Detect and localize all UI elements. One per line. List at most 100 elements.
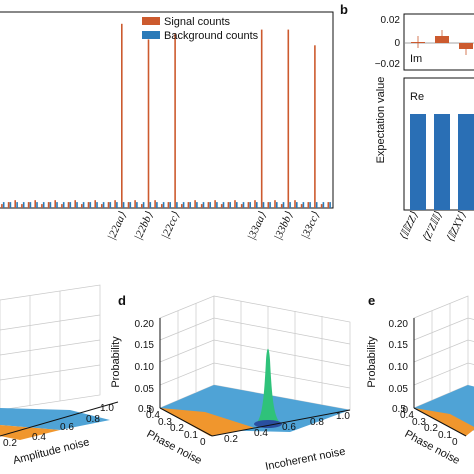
signal-bar [320,204,323,208]
signal-bar [314,45,316,208]
panel-d-ytick-0: 0.5 [138,404,152,415]
background-bar [276,202,278,208]
panel-e-y-axis [413,407,467,437]
background-bar [189,202,191,208]
panel-b-im-frame [403,13,474,71]
panel-d-peak [255,348,282,424]
legend-background-swatch [142,31,160,39]
signal-bar [174,33,176,208]
panel-c-xtick-1: 0.4 [32,432,46,443]
signal-bar [21,204,23,208]
panel-b-letter: b [340,2,348,17]
background-bar [109,202,112,208]
panel-d-letter: d [118,293,126,308]
signal-bar [1,204,3,208]
panel-d-zlabel: Probability [110,336,122,388]
panel-a-bars [1,23,331,209]
signal-bar [74,200,76,208]
panel-a-x-labels: |22aa⟩ |22bb⟩ |22cc⟩ |33aa⟩ |33bb⟩ |33cc⟩ [106,210,323,242]
panel-e-letter: e [368,293,375,308]
panel-e-ytick-5: 0 [452,437,458,448]
background-bar [315,202,318,208]
signal-bar [87,202,90,208]
background-bar [129,202,132,208]
legend-background-label: Background counts [164,30,259,42]
re-bar [434,114,450,210]
panel-b-im-tick-0: 0.02 [381,15,401,26]
signal-bar [114,200,116,208]
legend-signal-label: Signal counts [164,16,231,28]
signal-bar [147,39,150,209]
signal-bar [247,202,250,208]
panel-a: |22aa⟩ |22bb⟩ |22cc⟩ |33aa⟩ |33bb⟩ |33cc⟩ Sig… [0,11,334,242]
background-bar [249,202,251,208]
panel-d-ztick-2: 0.10 [135,362,155,373]
signal-bar [207,202,210,208]
panel-b-xtick-2: ⟨𝕀ZXY⟩ [444,210,469,245]
background-bar [296,202,298,208]
panel-c-xlabel: Amplitude noise [12,436,91,467]
panel-c-xtick-0: 0.2 [3,438,17,449]
signal-bar [200,204,203,208]
panel-b-xtick-0: ⟨𝕀𝕀ZZ⟩ [397,210,421,242]
panel-b-im-bars [411,30,473,55]
background-bar [16,202,18,208]
background-bar [149,202,152,208]
background-bar [62,202,65,208]
signal-bar [141,204,143,208]
background-bar [329,202,331,208]
signal-bar [187,202,190,208]
panel-e-zlabel: Probability [366,336,378,388]
background-bar [96,202,98,208]
signal-bar [134,200,136,208]
panel-b: b 0.02 0 −0.02 Im Re Expectation value ⟨… [340,2,474,244]
panel-e-ztick-0: 0.20 [389,319,409,330]
background-bar [29,202,32,208]
background-bar [182,202,185,208]
panel-c-xtick-4: 1.0 [100,403,114,414]
panel-d-xtick-2: 0.6 [282,422,296,433]
panel-c-surface-edge [0,425,60,440]
panel-c-x-axis [0,401,119,437]
panel-c: 0.2 0.4 0.6 0.8 1.0 Amplitude noise [0,284,119,467]
signal-bar [307,202,310,208]
background-bar [9,202,12,208]
signal-bar [300,204,303,208]
signal-bar [161,204,163,208]
panel-e-ztick-4: 0 [402,405,408,416]
panel-d-ztick-4: 0 [148,405,154,416]
signal-bar [127,202,130,208]
panel-b-im-tick-2: −0.02 [375,59,401,70]
background-bar [202,202,205,208]
panel-d-ytick-2: 0.3 [158,417,172,428]
background-bar [162,202,165,208]
panel-e-ytick-4: 0.1 [438,430,452,441]
signal-bar [254,200,256,208]
background-bar [242,202,245,208]
background-bar [262,202,265,208]
background-bar [2,202,5,208]
panel-d-peak-base [254,420,282,428]
background-bar [256,202,258,208]
background-bar [49,202,52,208]
panel-b-xtick-1: ⟨Z′Z𝕀𝕀⟩ [420,210,445,245]
panel-d-xtick-4: 1.0 [336,411,350,422]
background-bar [216,202,218,208]
background-bar [176,202,178,208]
signal-bar [107,202,110,208]
background-bar [76,202,78,208]
signal-bar [287,29,290,208]
signal-bar [121,23,123,208]
panel-b-im-tick-1: 0 [394,38,400,49]
signal-bar [294,200,296,208]
panel-e-ztick-1: 0.15 [389,340,409,351]
background-bar [82,202,85,208]
panel-e-ytick-1: 0.4 [400,410,414,421]
panel-b-re-label: Re [410,91,424,103]
signal-bar [81,204,83,208]
panel-a-xtick: |33bb⟩ [272,210,296,242]
signal-bar [214,200,216,208]
panel-c-xtick-3: 0.8 [86,414,100,425]
background-bar [156,202,158,208]
signal-bar [154,200,156,208]
